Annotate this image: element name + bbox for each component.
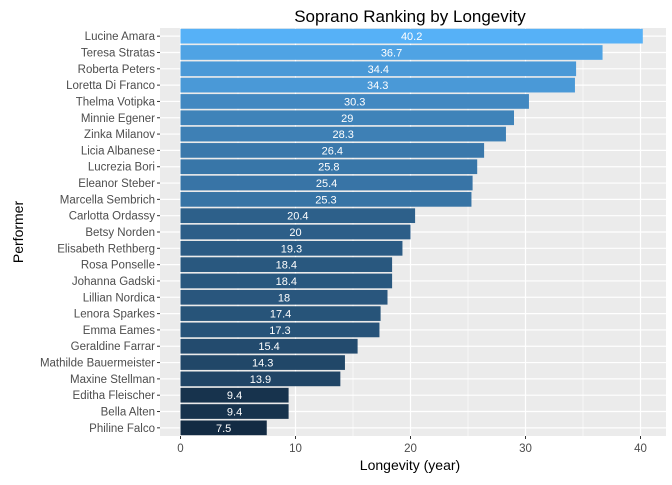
- bar: [180, 224, 411, 240]
- bar: [180, 338, 358, 354]
- bar-value-label: 9.4: [227, 407, 242, 419]
- bar-value-label: 34.3: [367, 80, 388, 92]
- bar-value-label: 7.5: [216, 423, 231, 435]
- y-tick-label: Editha Fleischer: [73, 390, 156, 402]
- bar: [180, 355, 345, 370]
- y-tick-label: Bella Alten: [101, 407, 155, 419]
- bar: [180, 306, 381, 321]
- y-tick-label: Marcella Sembrich: [60, 194, 155, 206]
- bar: [180, 257, 393, 272]
- bar-value-label: 15.4: [258, 341, 279, 353]
- y-tick-label: Geraldine Farrar: [71, 341, 156, 353]
- bar: [180, 94, 529, 109]
- value-labels: 40.2 36.7 34.4 34.330.3 29 28.3 26.4 25.8 25.4 25…: [216, 31, 422, 435]
- y-axis: Lucine Amara Teresa Stratas Roberta Peters…: [40, 31, 160, 435]
- x-tick-label: 30: [519, 443, 532, 455]
- y-tick-label: Maxine Stellman: [70, 374, 155, 386]
- bar-value-label: 14.3: [252, 358, 273, 370]
- bar-value-label: 17.4: [270, 309, 291, 321]
- bar-value-label: 34.4: [368, 64, 389, 76]
- x-tick-label: 0: [177, 443, 183, 455]
- bar: [180, 420, 267, 436]
- bar: [180, 192, 472, 207]
- bar-value-label: 9.4: [227, 390, 242, 402]
- bar: [180, 387, 289, 403]
- bar-value-label: 25.8: [318, 162, 339, 174]
- bar: [180, 404, 289, 419]
- x-axis-title: Longevity (year): [360, 457, 460, 473]
- bar: [180, 240, 403, 256]
- bar: [180, 175, 473, 191]
- y-tick-label: Philine Falco: [89, 423, 155, 435]
- x-tick-label: 10: [289, 443, 302, 455]
- y-tick-label: Licia Albanese: [81, 145, 155, 157]
- bar-value-label: 25.3: [315, 194, 336, 206]
- bar: [180, 61, 577, 77]
- bar-value-label: 26.4: [322, 145, 343, 157]
- x-axis: 0 10 20 30 40: [177, 436, 647, 455]
- bar: [180, 371, 341, 387]
- y-tick-label: Elisabeth Rethberg: [57, 243, 155, 255]
- bar-value-label: 19.3: [281, 243, 302, 255]
- bar-value-label: 25.4: [316, 178, 337, 190]
- bar-value-label: 18.4: [276, 276, 297, 288]
- bars: [180, 28, 643, 436]
- y-tick-label: Lucine Amara: [85, 31, 156, 43]
- y-tick-label: Betsy Norden: [85, 227, 155, 239]
- bar-value-label: 36.7: [381, 47, 402, 59]
- y-tick-label: Loretta Di Franco: [66, 80, 155, 92]
- y-tick-label: Mathilde Bauermeister: [40, 358, 155, 370]
- y-tick-label: Roberta Peters: [78, 64, 156, 76]
- bar-value-label: 40.2: [401, 31, 422, 43]
- y-tick-label: Lillian Nordica: [83, 292, 156, 304]
- bar-value-label: 18.4: [276, 260, 297, 272]
- bar-value-label: 13.9: [250, 374, 271, 386]
- y-tick-label: Emma Eames: [83, 325, 155, 337]
- y-tick-label: Thelma Votipka: [76, 96, 156, 108]
- bar: [180, 159, 478, 175]
- bar-value-label: 20.4: [287, 211, 308, 223]
- y-tick-label: Eleanor Steber: [78, 178, 155, 190]
- bar: [180, 322, 380, 338]
- bar: [180, 208, 416, 224]
- bar-value-label: 30.3: [344, 96, 365, 108]
- bar-value-label: 28.3: [333, 129, 354, 141]
- y-tick-label: Lucrezia Bori: [88, 162, 155, 174]
- bar: [180, 77, 575, 93]
- bar: [180, 28, 643, 44]
- bar-value-label: 17.3: [269, 325, 290, 337]
- bar-value-label: 29: [341, 113, 353, 125]
- y-axis-title: Performer: [10, 201, 26, 264]
- y-tick-label: Johanna Gadski: [72, 276, 155, 288]
- bar: [180, 110, 514, 126]
- y-tick-label: Teresa Stratas: [81, 47, 155, 59]
- y-tick-label: Zinka Milanov: [84, 129, 155, 141]
- y-tick-label: Lenora Sparkes: [74, 309, 155, 321]
- bar: [180, 143, 485, 158]
- bar: [180, 273, 393, 289]
- bar-value-label: 18: [278, 292, 290, 304]
- chart-title: Soprano Ranking by Longevity: [294, 7, 526, 26]
- x-tick-label: 20: [404, 443, 417, 455]
- bar: [180, 126, 506, 142]
- bar: [180, 289, 388, 305]
- y-tick-label: Rosa Ponselle: [81, 260, 155, 272]
- bar: [180, 45, 603, 60]
- y-tick-label: Carlotta Ordassy: [69, 211, 156, 223]
- x-tick-label: 40: [634, 443, 647, 455]
- y-tick-label: Minnie Egener: [81, 113, 155, 125]
- bar-value-label: 20: [289, 227, 301, 239]
